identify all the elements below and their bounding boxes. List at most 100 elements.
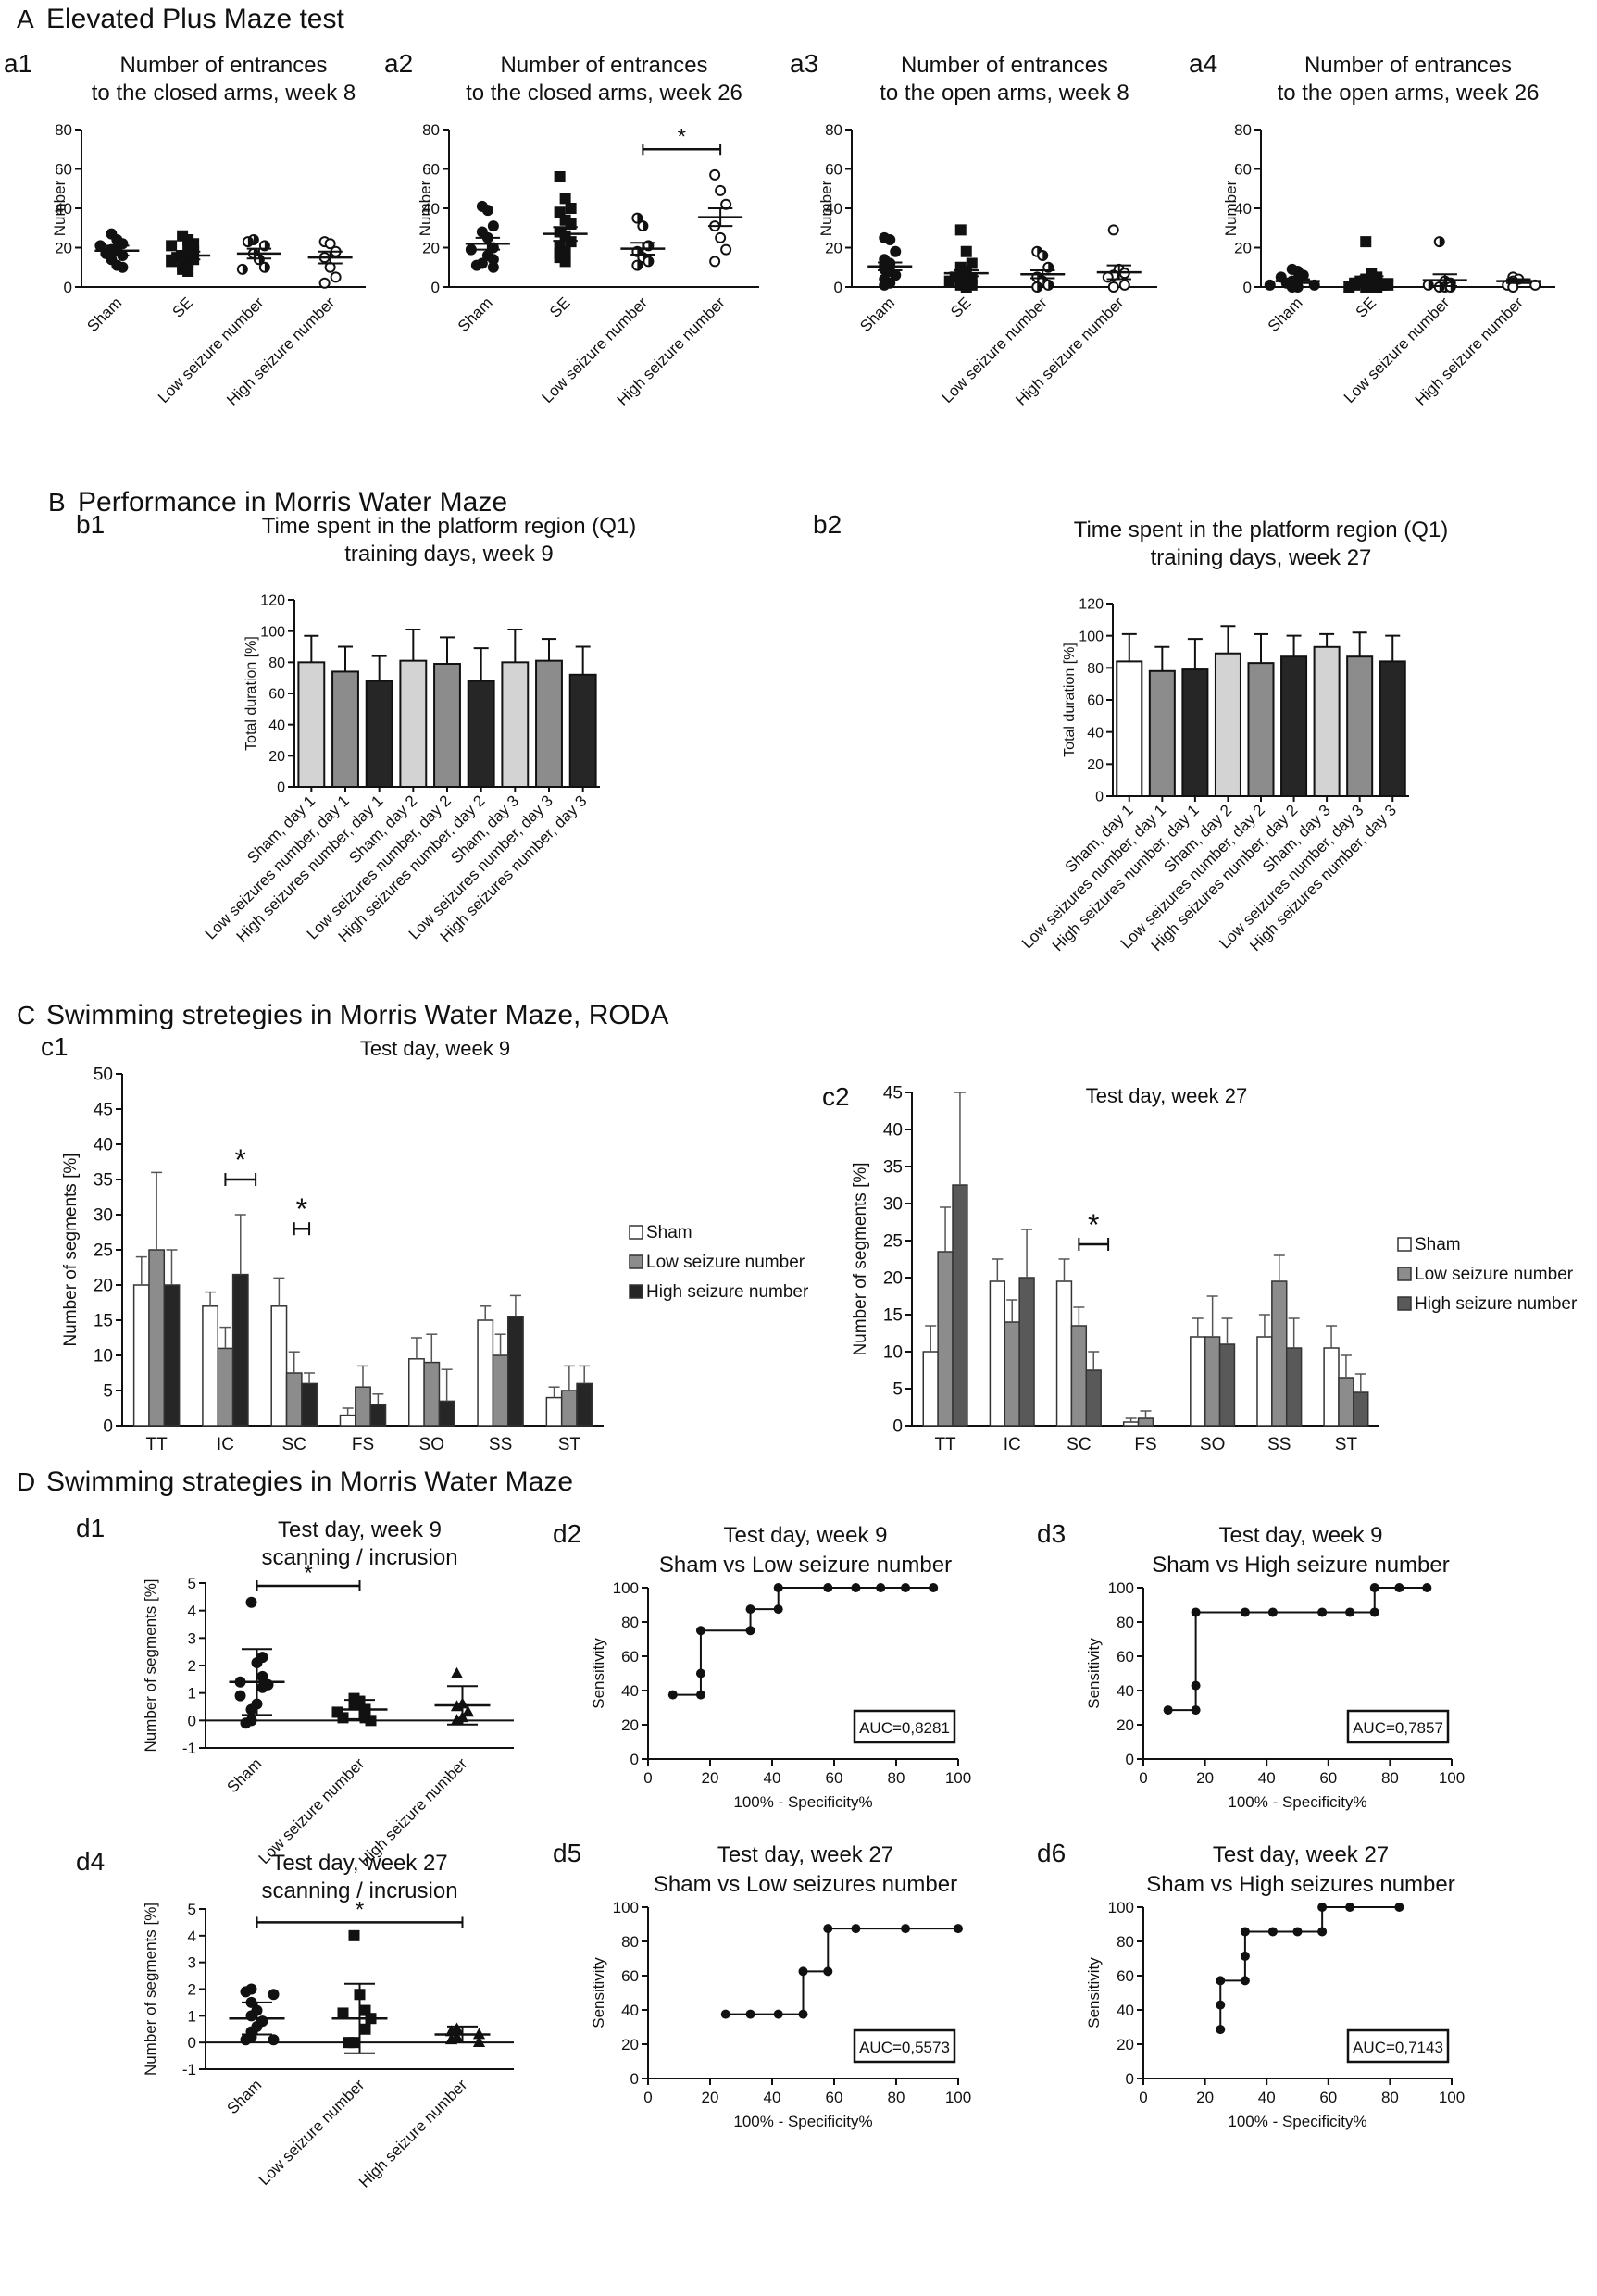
point-fill bbox=[643, 221, 648, 231]
bar bbox=[989, 1280, 1006, 1427]
chart-title: training days, week 27 bbox=[1151, 545, 1372, 570]
roc-point bbox=[1394, 1903, 1404, 1912]
y-tick-label: 100 bbox=[613, 1899, 639, 1916]
x-tick-label: High seizure number bbox=[356, 2076, 471, 2191]
chart-title: training days, week 9 bbox=[344, 542, 553, 567]
x-tick-label: 20 bbox=[1196, 1769, 1214, 1787]
chart-title: Number of entrances bbox=[901, 53, 1108, 78]
y-tick-label: 20 bbox=[94, 1277, 113, 1296]
group-1 bbox=[331, 1692, 388, 1727]
y-tick-label: 40 bbox=[621, 1682, 639, 1700]
y-tick-label: 40 bbox=[883, 1121, 903, 1141]
roc-point bbox=[1345, 1607, 1355, 1617]
roc-curve bbox=[1219, 1906, 1400, 2030]
section-letter: A bbox=[17, 5, 34, 33]
bar bbox=[331, 670, 359, 789]
group-1 bbox=[543, 171, 588, 268]
x-tick-label: 0 bbox=[643, 1769, 652, 1787]
bar bbox=[270, 1305, 288, 1427]
y-tick-label: 60 bbox=[1117, 1648, 1134, 1666]
data-point bbox=[1102, 271, 1114, 283]
y-axis-label: Number of segments [%] bbox=[142, 1578, 159, 1752]
panel-label: a2 bbox=[384, 49, 413, 78]
legend-swatch bbox=[1397, 1237, 1412, 1252]
chart-title: scanning / incrusion bbox=[261, 1878, 457, 1903]
y-tick-label: 80 bbox=[55, 121, 72, 139]
roc-point bbox=[1191, 1607, 1201, 1617]
y-tick-label: 4 bbox=[188, 1603, 196, 1620]
y-tick-label: 50 bbox=[94, 1066, 113, 1085]
bar bbox=[433, 663, 461, 788]
roc-point bbox=[1216, 2000, 1226, 2010]
roc-point bbox=[929, 1583, 939, 1592]
point-fill bbox=[242, 264, 247, 274]
roc-point bbox=[1191, 1680, 1201, 1691]
auc-label: AUC=0,5573 bbox=[859, 2039, 950, 2056]
group-0 bbox=[229, 1596, 285, 1729]
point-fill bbox=[1048, 280, 1054, 290]
data-point bbox=[245, 2010, 257, 2022]
chart-title: Number of entrances bbox=[1304, 53, 1512, 78]
x-tick-label: Sham bbox=[856, 293, 898, 335]
data-point bbox=[450, 1714, 464, 1726]
panel-label: d5 bbox=[553, 1839, 581, 1867]
x-tick-label: 60 bbox=[826, 2089, 843, 2106]
data-point bbox=[1343, 281, 1355, 293]
bar bbox=[576, 1382, 593, 1427]
bar bbox=[355, 1386, 371, 1427]
y-tick-label: 1 bbox=[188, 1685, 196, 1703]
data-point bbox=[242, 236, 254, 248]
panel-label: d6 bbox=[1037, 1839, 1066, 1867]
roc-point bbox=[1369, 1583, 1379, 1592]
roc-point bbox=[851, 1583, 861, 1592]
y-tick-label: 5 bbox=[103, 1382, 113, 1402]
point-fill bbox=[648, 256, 654, 267]
x-tick-label: FS bbox=[352, 1435, 374, 1454]
data-point bbox=[884, 234, 896, 245]
bar bbox=[1271, 1280, 1288, 1427]
y-tick-label: 20 bbox=[422, 239, 440, 256]
y-tick-label: 60 bbox=[621, 1648, 639, 1666]
y-tick-label: 40 bbox=[621, 2002, 639, 2019]
bar bbox=[132, 1284, 150, 1427]
legend-swatch bbox=[629, 1284, 643, 1299]
bar bbox=[506, 1316, 524, 1427]
data-point bbox=[637, 220, 649, 232]
chart-title: Sham vs High seizures number bbox=[1146, 1872, 1454, 1897]
y-axis-label: Number bbox=[51, 180, 69, 236]
data-point bbox=[256, 1652, 268, 1664]
x-tick-label: SO bbox=[419, 1435, 444, 1454]
y-tick-label: -1 bbox=[182, 1740, 196, 1757]
y-tick-label: 80 bbox=[422, 121, 440, 139]
y-tick-label: 2 bbox=[188, 1980, 196, 1998]
y-tick-label: 10 bbox=[94, 1347, 113, 1366]
data-point bbox=[348, 1929, 360, 1941]
roc-point bbox=[773, 1604, 783, 1615]
data-point bbox=[1444, 281, 1456, 293]
x-axis-label: 100% - Specificity% bbox=[733, 2113, 872, 2130]
roc-point bbox=[695, 1626, 705, 1636]
x-tick-label: SC bbox=[282, 1435, 306, 1454]
group-1 bbox=[331, 1929, 388, 2054]
y-tick-label: 0 bbox=[1126, 2070, 1134, 2088]
x-tick-label: Sham bbox=[223, 2076, 265, 2117]
x-tick-label: SE bbox=[947, 293, 974, 320]
y-tick-label: 1 bbox=[188, 2007, 196, 2025]
data-point bbox=[461, 1705, 475, 1717]
point-fill bbox=[1037, 282, 1042, 292]
y-tick-label: 0 bbox=[630, 2070, 639, 2088]
panel-label: c2 bbox=[822, 1082, 850, 1111]
bar bbox=[1018, 1277, 1035, 1427]
data-point bbox=[166, 240, 178, 252]
x-tick-label: 100 bbox=[1439, 2089, 1465, 2106]
y-tick-label: 45 bbox=[94, 1101, 113, 1120]
roc-point bbox=[1267, 1607, 1278, 1617]
y-tick-label: 100 bbox=[613, 1579, 639, 1597]
data-point bbox=[1433, 236, 1445, 248]
data-point bbox=[481, 205, 493, 217]
bar bbox=[1137, 1417, 1154, 1427]
data-point bbox=[1286, 281, 1298, 293]
y-tick-label: 15 bbox=[883, 1306, 903, 1326]
bar bbox=[1055, 1280, 1073, 1427]
x-tick-label: Sham bbox=[83, 293, 125, 335]
